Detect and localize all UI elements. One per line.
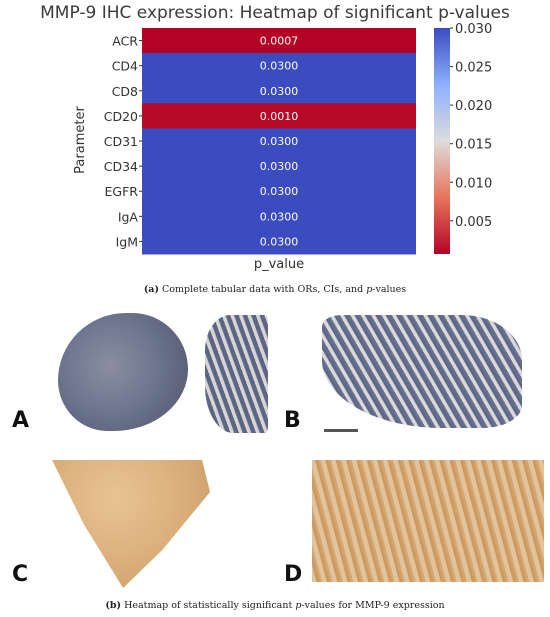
cell-value-label: 0.0300: [260, 160, 299, 173]
heatmap-cell-acr: [142, 28, 416, 54]
cell-value-label: 0.0300: [260, 185, 299, 198]
row-label-cd4: CD4: [112, 59, 138, 74]
row-label-iga: IgA: [118, 209, 139, 224]
cell-value-label: 0.0300: [260, 85, 299, 98]
colorbar-tick-label: 0.015: [455, 138, 492, 153]
caption-b-text: Heatmap of statistically significant: [121, 600, 296, 611]
colorbar-tick-label: 0.030: [455, 22, 492, 37]
micrograph-b: [322, 315, 522, 428]
colorbar-tick-label: 0.025: [455, 61, 492, 76]
caption-b-letter: (b): [105, 600, 122, 611]
colorbar-tick-label: 0.010: [455, 176, 492, 191]
caption-a-letter: (a): [143, 284, 159, 295]
caption-a-tail: -values: [372, 284, 407, 295]
heatmap-cell-igm: [142, 228, 416, 255]
cell-value-label: 0.0010: [260, 110, 299, 123]
chart-title: MMP-9 IHC expression: Heatmap of signifi…: [40, 3, 510, 23]
micrograph-a-left: [58, 313, 188, 431]
row-label-egfr: EGFR: [105, 184, 139, 199]
y-axis-label: Parameter: [73, 106, 88, 174]
colorbar-tick-label: 0.005: [455, 215, 492, 230]
micrograph-d: [312, 460, 544, 582]
panel-label-d: D: [284, 562, 303, 587]
cell-value-label: 0.0300: [260, 235, 299, 248]
heatmap-cell-cd20: [142, 103, 416, 129]
caption-a-italic: p: [366, 284, 373, 295]
heatmap-cell-cd31: [142, 128, 416, 155]
cell-value-label: 0.0300: [260, 135, 299, 148]
micrograph-a-right: [205, 315, 268, 433]
panel-label-b: B: [284, 408, 301, 433]
row-label-igm: IgM: [116, 234, 138, 249]
colorbar: [434, 28, 450, 254]
heatmap-cell-iga: [142, 203, 416, 230]
caption-a-text: Complete tabular data with ORs, CIs, and: [158, 284, 367, 295]
x-tick-label: p_value: [254, 257, 304, 272]
cell-value-label: 0.0007: [260, 35, 299, 48]
micrograph-c: [52, 460, 210, 588]
cell-value-label: 0.0300: [260, 60, 299, 73]
caption-b-tail: -values for MMP-9 expression: [301, 600, 445, 611]
heatmap-cell-cd8: [142, 78, 416, 104]
row-label-cd31: CD31: [104, 134, 138, 149]
panel-label-a: A: [12, 408, 30, 433]
row-label-cd20: CD20: [104, 109, 138, 124]
row-label-cd34: CD34: [104, 159, 138, 174]
figure-caption-a: (a) Complete tabular data with ORs, CIs,…: [0, 284, 550, 295]
scale-bar: [324, 429, 358, 432]
heatmap-cell-egfr: [142, 178, 416, 205]
heatmap-chart: 0.0007 0.0300 0.0300 0.0010 0.0300 0.0300 0.03…: [73, 22, 492, 272]
row-label-cd8: CD8: [112, 84, 138, 99]
heatmap-cell-cd4: [142, 53, 416, 79]
row-label-acr: ACR: [112, 34, 138, 49]
cell-value-label: 0.0300: [260, 210, 299, 223]
colorbar-tick-label: 0.020: [455, 99, 492, 114]
heatmap-cell-cd34: [142, 153, 416, 180]
caption-b-italic: p: [295, 600, 302, 611]
figure-caption-b: (b) Heatmap of statistically significant…: [0, 600, 550, 611]
panel-label-c: C: [12, 562, 29, 587]
